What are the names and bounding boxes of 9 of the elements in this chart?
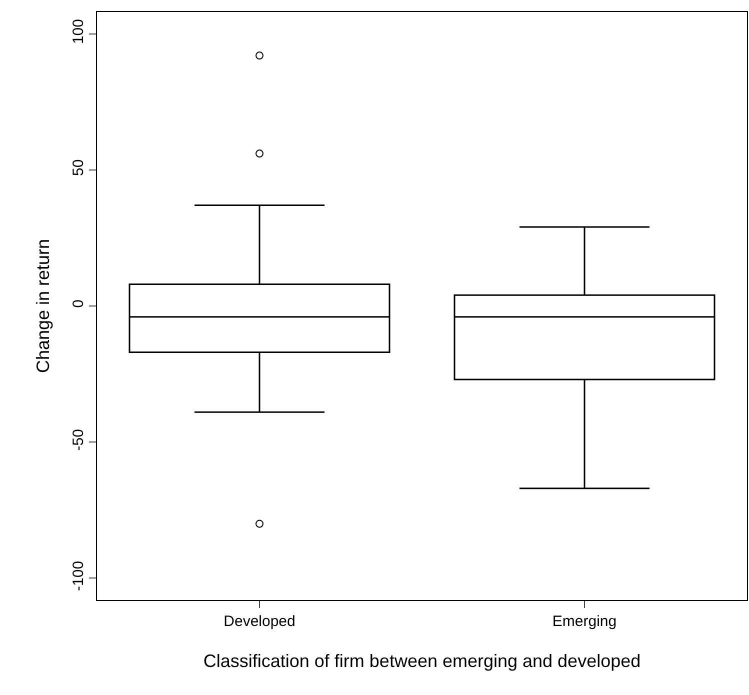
y-tick-label: -50 — [70, 429, 87, 451]
x-tick-label: Developed — [224, 613, 296, 630]
x-tick-label: Emerging — [552, 613, 617, 630]
x-axis-title: Classification of firm between emerging and developed — [203, 651, 641, 672]
y-axis-title: Change in return — [33, 238, 54, 374]
y-tick-label: 50 — [70, 159, 87, 176]
y-tick-label: 0 — [70, 300, 87, 308]
y-tick-label: -100 — [70, 560, 87, 591]
y-tick-label: 100 — [70, 19, 87, 44]
